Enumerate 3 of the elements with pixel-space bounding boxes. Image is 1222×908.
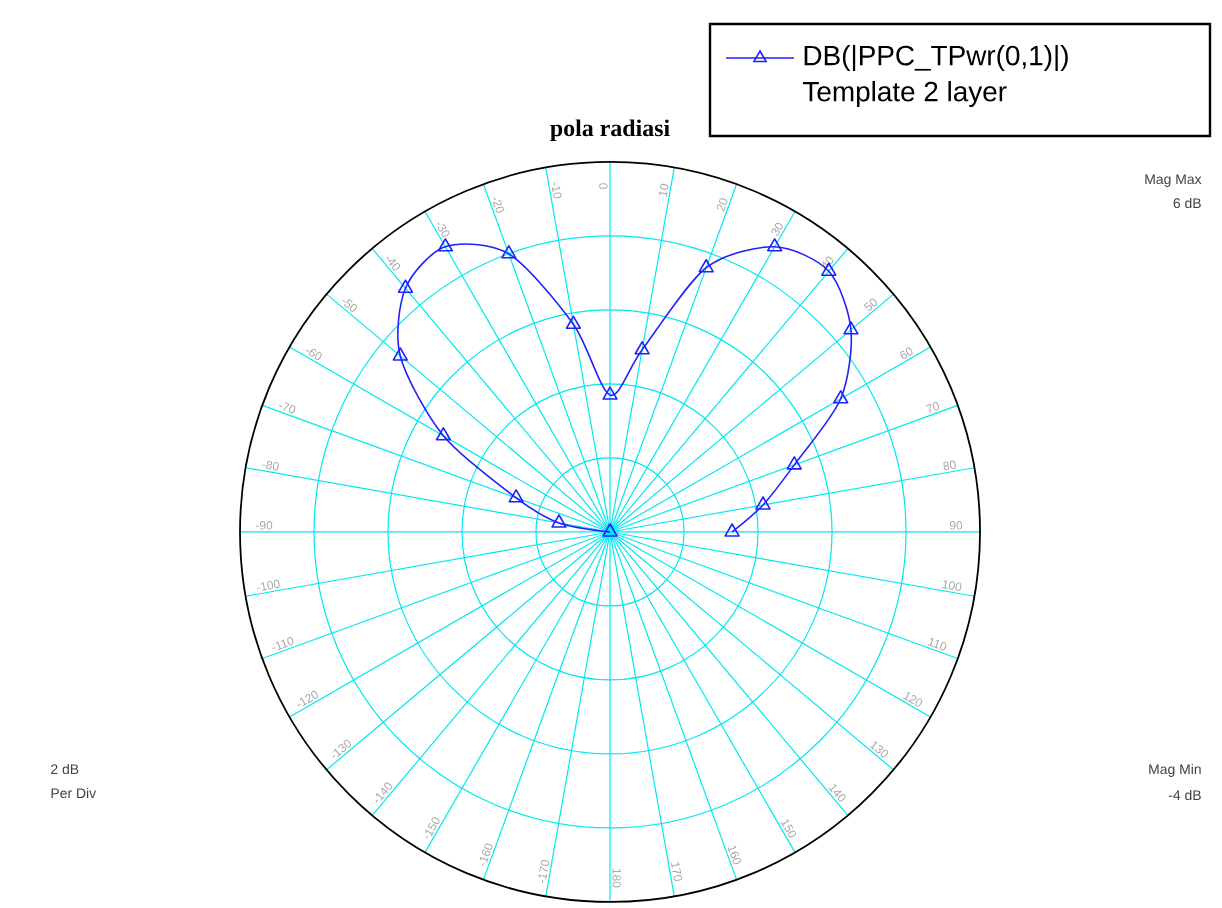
legend-title: Template 2 layer	[803, 80, 1007, 107]
text: pola radiasi	[550, 119, 670, 142]
legend-label: DB(|PPC_TPwr(0,1)|)	[804, 44, 1068, 72]
